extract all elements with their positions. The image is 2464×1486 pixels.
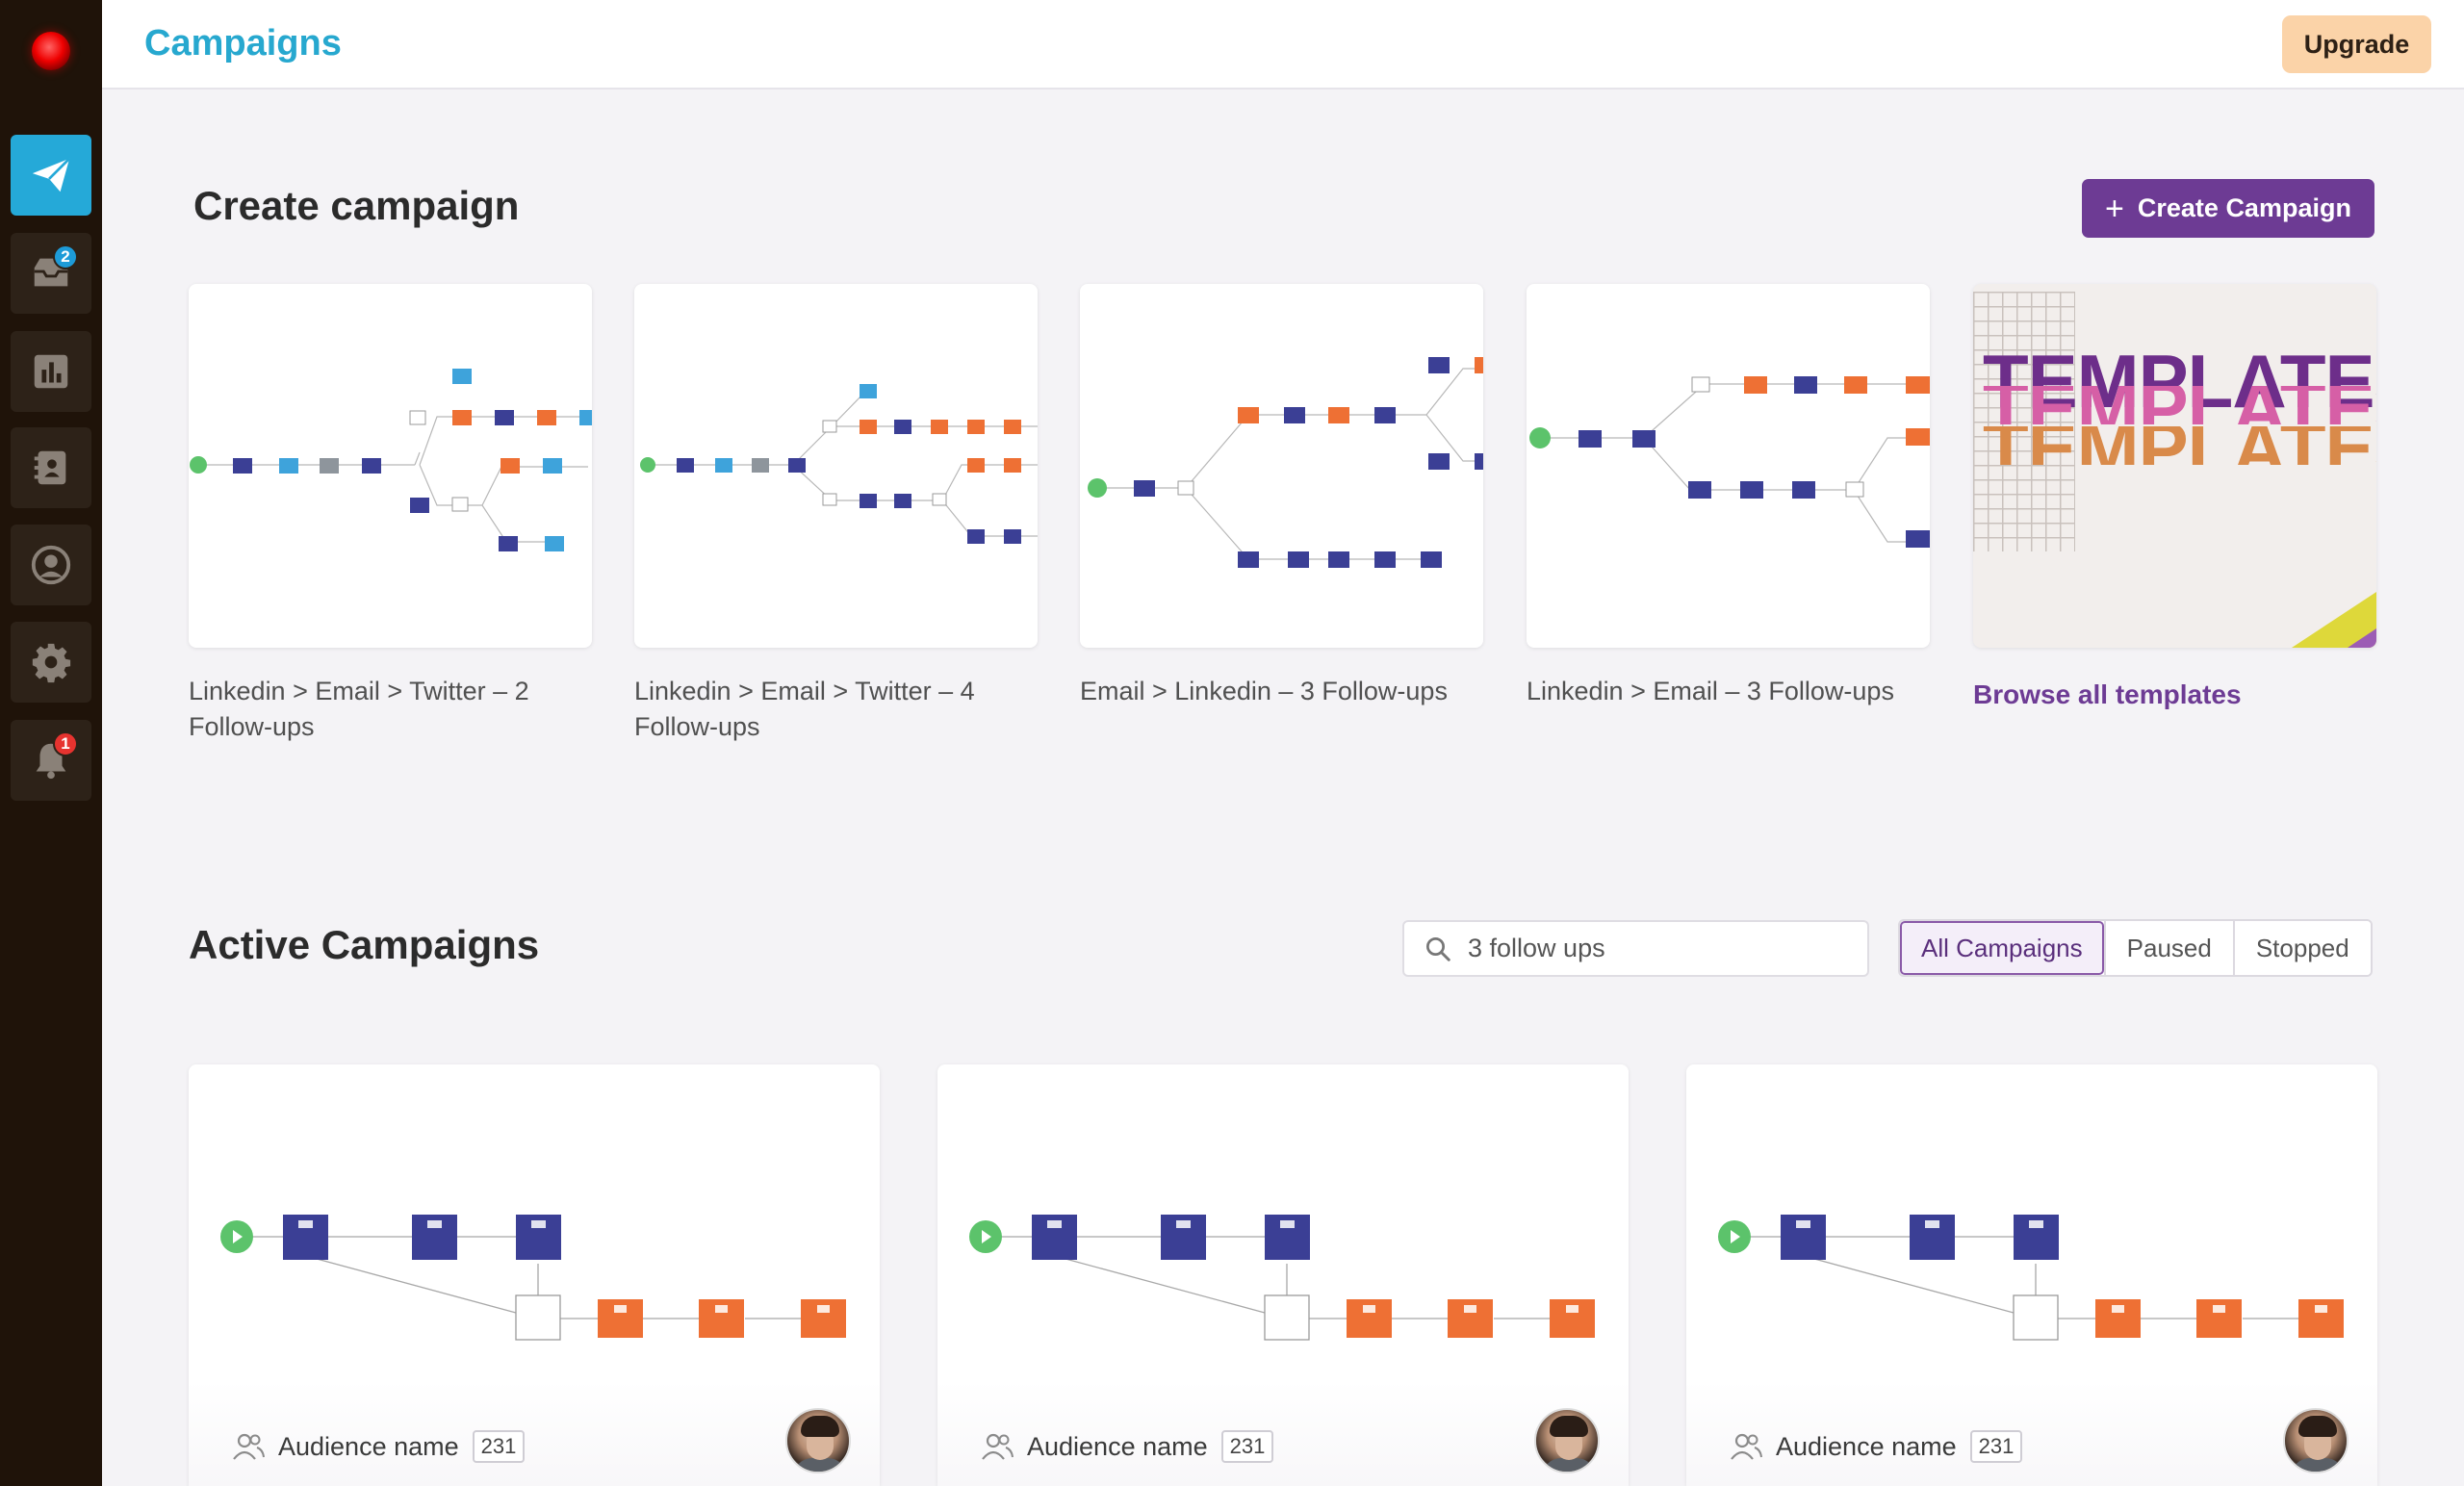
nav-analytics[interactable] bbox=[11, 331, 91, 412]
templates-grid-graphic bbox=[1973, 292, 2075, 551]
logo[interactable] bbox=[32, 32, 70, 70]
filter-paused[interactable]: Paused bbox=[2103, 921, 2233, 975]
create-campaign-heading: Create campaign bbox=[193, 183, 520, 228]
inbox-badge: 2 bbox=[53, 244, 78, 269]
template-3-flow-diagram bbox=[1088, 357, 1483, 568]
search-icon bbox=[1426, 936, 1450, 961]
audience-icon bbox=[233, 1433, 265, 1460]
audience-icon bbox=[1731, 1433, 1762, 1460]
upgrade-button[interactable]: Upgrade bbox=[2282, 15, 2431, 73]
avatar[interactable] bbox=[1534, 1408, 1600, 1473]
campaign-flow-diagram bbox=[220, 1215, 846, 1341]
avatar[interactable] bbox=[785, 1408, 851, 1473]
nav-contacts[interactable] bbox=[11, 427, 91, 508]
template-1-flow-diagram bbox=[190, 369, 592, 551]
create-campaign-button[interactable]: + Create Campaign bbox=[2082, 179, 2374, 238]
top-header: Campaigns Upgrade bbox=[102, 0, 2464, 90]
user-circle-icon bbox=[31, 545, 71, 585]
corner-decoration-accent bbox=[2348, 628, 2376, 648]
filter-all-campaigns[interactable]: All Campaigns bbox=[1900, 921, 2104, 975]
audience-name: Audience name bbox=[1027, 1431, 1208, 1461]
active-campaigns-heading: Active Campaigns bbox=[189, 922, 540, 967]
template-card-1[interactable] bbox=[189, 284, 592, 648]
audience-row: Audience name 231 bbox=[1730, 1430, 2023, 1463]
template-4-flow-diagram bbox=[1529, 376, 1930, 548]
template-card-3[interactable] bbox=[1080, 284, 1483, 648]
nav-notifications[interactable]: 1 bbox=[11, 720, 91, 801]
template-label-4[interactable]: Linkedin > Email – 3 Follow-ups bbox=[1527, 677, 1894, 705]
filter-stopped[interactable]: Stopped bbox=[2232, 921, 2371, 975]
search-input[interactable] bbox=[1468, 934, 1853, 963]
create-campaign-button-label: Create Campaign bbox=[2137, 193, 2351, 222]
template-label-1[interactable]: Linkedin > Email > Twitter – 2 Follow-up… bbox=[189, 677, 529, 741]
campaign-flow-diagram bbox=[1718, 1215, 2344, 1341]
avatar[interactable] bbox=[2283, 1408, 2348, 1473]
template-2-flow-diagram bbox=[640, 384, 1038, 544]
audience-name: Audience name bbox=[1776, 1431, 1957, 1461]
condition-node bbox=[515, 1294, 561, 1341]
audience-count: 231 bbox=[1969, 1430, 2023, 1463]
browse-templates-card[interactable]: TEMPLATES TEMPLATES TEMPLATES bbox=[1973, 284, 2376, 648]
template-label-2[interactable]: Linkedin > Email > Twitter – 4 Follow-up… bbox=[634, 677, 975, 741]
campaign-card-2[interactable]: Audience name 231 bbox=[937, 1064, 1629, 1486]
templates-image-word: TEMPLATES bbox=[1983, 339, 2376, 423]
template-card-2[interactable] bbox=[634, 284, 1038, 648]
bar-chart-icon bbox=[34, 354, 68, 389]
sidebar: 2 1 bbox=[0, 0, 102, 1486]
plus-icon: + bbox=[2105, 190, 2124, 227]
campaign-flow-diagram bbox=[969, 1215, 1595, 1341]
audience-count: 231 bbox=[472, 1430, 526, 1463]
notifications-badge: 1 bbox=[53, 731, 78, 756]
nav-settings[interactable] bbox=[11, 622, 91, 703]
audience-count: 231 bbox=[1220, 1430, 1274, 1463]
condition-node bbox=[1264, 1294, 1310, 1341]
page-title: Campaigns bbox=[144, 23, 342, 64]
template-card-4[interactable] bbox=[1527, 284, 1930, 648]
campaign-filter-tabs: All Campaigns Paused Stopped bbox=[1898, 919, 2373, 977]
templates-image-word-echo-2: TEMPLATES bbox=[1983, 426, 2376, 465]
condition-node bbox=[2013, 1294, 2059, 1341]
templates-image-word-echo-1: TEMPLATES bbox=[1983, 386, 2376, 424]
nav-campaigns[interactable] bbox=[11, 135, 91, 216]
nav-inbox[interactable]: 2 bbox=[11, 233, 91, 314]
nav-profile[interactable] bbox=[11, 525, 91, 605]
campaign-card-3[interactable]: Audience name 231 bbox=[1686, 1064, 2377, 1486]
campaign-search[interactable] bbox=[1402, 920, 1869, 977]
gear-icon bbox=[32, 643, 71, 683]
browse-all-templates-link[interactable]: Browse all templates bbox=[1973, 679, 2242, 709]
audience-icon bbox=[982, 1433, 1014, 1460]
address-book-icon bbox=[34, 450, 66, 485]
campaign-card-1[interactable]: Audience name 231 bbox=[189, 1064, 880, 1486]
template-label-3[interactable]: Email > Linkedin – 3 Follow-ups bbox=[1080, 677, 1448, 705]
audience-row: Audience name 231 bbox=[232, 1430, 526, 1463]
audience-name: Audience name bbox=[278, 1431, 459, 1461]
audience-row: Audience name 231 bbox=[981, 1430, 1274, 1463]
paper-plane-icon bbox=[32, 157, 71, 192]
